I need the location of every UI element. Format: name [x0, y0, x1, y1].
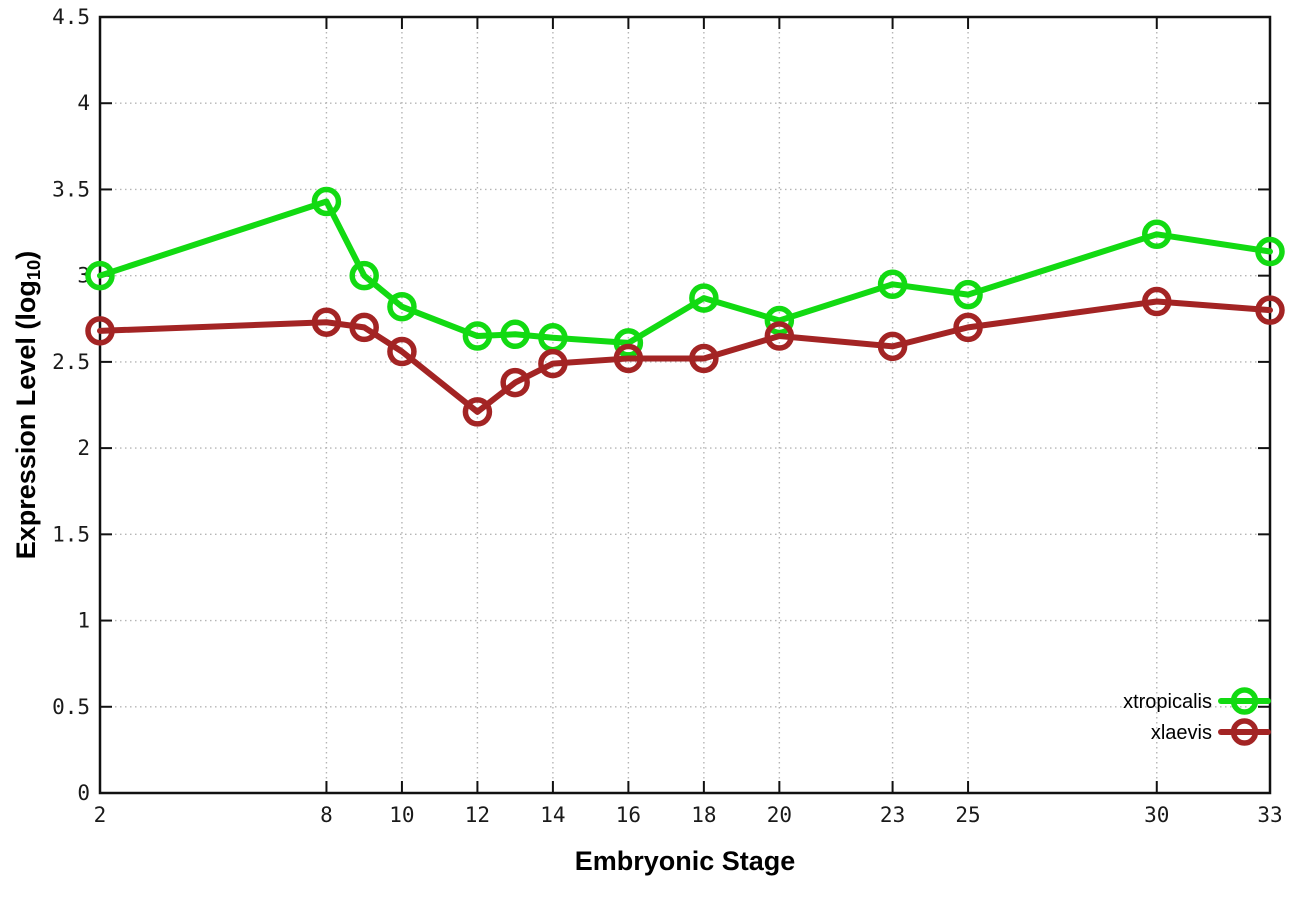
- legend-marker-circle-xtropicalis: [1230, 687, 1259, 715]
- data-point-marker-xtropicalis: [387, 291, 417, 322]
- y-tick-label: 2.5: [52, 350, 90, 374]
- x-axis-title: Embryonic Stage: [574, 846, 796, 876]
- data-point-marker-xlaevis: [387, 336, 417, 367]
- data-point-marker-xlaevis: [953, 312, 983, 343]
- data-point-marker-xlaevis: [500, 367, 530, 398]
- data-point-marker-xtropicalis: [349, 260, 379, 291]
- data-point-marker-xlaevis: [349, 312, 379, 343]
- y-tick-label: 2: [77, 436, 90, 460]
- x-tick-label: 18: [691, 803, 716, 827]
- data-point-marker-xlaevis: [877, 331, 908, 362]
- y-tick-label: 4.5: [52, 5, 90, 29]
- data-point-marker-xtropicalis: [85, 260, 115, 291]
- y-axis-title-subscript: 10: [22, 259, 44, 281]
- data-point-marker-xtropicalis: [1142, 219, 1172, 250]
- y-tick-label: 3.5: [52, 177, 90, 201]
- data-point-marker-xtropicalis: [877, 269, 908, 300]
- y-axis-title-suffix: ): [11, 250, 42, 260]
- x-tick-label: 14: [540, 803, 565, 827]
- data-point-marker-xlaevis: [1142, 286, 1172, 317]
- data-point-marker-xtropicalis: [462, 321, 493, 351]
- legend-marker-circle-xlaevis: [1230, 718, 1259, 746]
- x-tick-label: 23: [880, 803, 905, 827]
- y-tick-label: 1.5: [52, 522, 90, 546]
- y-axis-title: Expression Level (log10): [11, 251, 45, 560]
- data-point-marker-xtropicalis: [613, 328, 644, 358]
- series-line-xlaevis: [97, 298, 1273, 415]
- x-tick-label: 12: [465, 803, 490, 827]
- data-point-marker-xtropicalis: [689, 283, 719, 313]
- y-tick-label: 0.5: [52, 695, 90, 719]
- data-point-marker-xlaevis: [1255, 295, 1285, 325]
- data-point-marker-xlaevis: [538, 348, 568, 379]
- legend-label-xlaevis: xlaevis: [1151, 722, 1212, 744]
- data-point-marker-xlaevis: [311, 307, 342, 337]
- x-tick-label: 33: [1257, 803, 1282, 827]
- data-point-marker-xtropicalis: [764, 305, 795, 336]
- data-point-marker-xtropicalis: [500, 319, 530, 350]
- data-point-marker-xtropicalis: [1255, 236, 1285, 267]
- x-tick-label: 30: [1144, 803, 1169, 827]
- y-tick-label: 0: [77, 781, 90, 805]
- x-tick-label: 16: [616, 803, 641, 827]
- y-axis-title-text: Expression Level (log: [11, 280, 42, 560]
- x-tick-label: 10: [389, 803, 414, 827]
- x-tick-label: 2: [94, 803, 107, 827]
- data-point-marker-xtropicalis: [311, 186, 342, 217]
- data-point-marker-xlaevis: [764, 321, 795, 351]
- data-point-marker-xlaevis: [85, 316, 115, 346]
- legend-label-xtropicalis: xtropicalis: [1123, 691, 1212, 713]
- x-tick-label: 20: [767, 803, 792, 827]
- data-point-marker-xlaevis: [613, 343, 644, 374]
- y-tick-label: 1: [77, 609, 90, 633]
- data-point-marker-xlaevis: [462, 397, 493, 427]
- y-tick-label: 4: [77, 91, 90, 115]
- plot-border: [98, 15, 1272, 795]
- data-point-marker-xtropicalis: [953, 279, 983, 310]
- x-tick-label: 8: [320, 803, 333, 827]
- x-tick-label: 25: [955, 803, 980, 827]
- data-point-marker-xlaevis: [689, 343, 719, 374]
